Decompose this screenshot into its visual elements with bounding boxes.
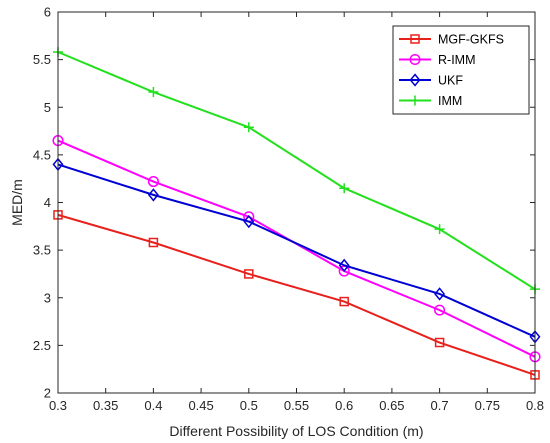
x-tick-label: 0.6 bbox=[335, 398, 353, 413]
data-point bbox=[434, 224, 445, 235]
x-tick-label: 0.7 bbox=[431, 398, 449, 413]
x-tick-label: 0.45 bbox=[188, 398, 213, 413]
x-tick-label: 0.65 bbox=[379, 398, 404, 413]
x-tick-label: 0.4 bbox=[144, 398, 162, 413]
y-tick-label: 5 bbox=[44, 100, 51, 115]
legend-marker bbox=[409, 73, 421, 87]
x-tick-label: 0.5 bbox=[240, 398, 258, 413]
series-ukf bbox=[52, 157, 541, 344]
data-point bbox=[339, 296, 349, 307]
legend-marker bbox=[410, 34, 420, 44]
data-point bbox=[338, 258, 350, 273]
plot-area bbox=[52, 47, 541, 380]
axes: 0.3 0.35 0.4 0.45 0.5 0.55 0.6 0.65 0.7 0.75 0.8 2 2… bbox=[33, 5, 544, 414]
data-point bbox=[434, 337, 445, 348]
y-tick-label: 6 bbox=[44, 5, 51, 20]
y-tick-label: 2 bbox=[44, 386, 51, 401]
data-point bbox=[244, 269, 254, 279]
data-point bbox=[243, 214, 255, 229]
x-tick-label: 0.35 bbox=[93, 398, 118, 413]
data-point bbox=[148, 237, 159, 248]
data-point bbox=[147, 188, 159, 202]
data-point bbox=[434, 287, 446, 301]
y-tick-label: 3 bbox=[44, 290, 51, 305]
legend-label: IMM bbox=[438, 94, 462, 108]
x-tick-label: 0.75 bbox=[475, 398, 500, 413]
y-tick-label: 3.5 bbox=[33, 243, 51, 258]
series-line bbox=[57, 213, 536, 376]
data-point bbox=[339, 183, 350, 194]
x-tick-label: 0.3 bbox=[49, 398, 67, 413]
legend-marker bbox=[409, 53, 421, 66]
legend-marker bbox=[410, 95, 420, 106]
data-point bbox=[434, 304, 446, 316]
data-point bbox=[243, 122, 254, 133]
legend-entry: R-IMM bbox=[399, 53, 476, 67]
x-axis-label: Different Possibility of LOS Condition (… bbox=[169, 423, 423, 439]
y-tick-label: 4.5 bbox=[33, 147, 51, 162]
data-point bbox=[147, 175, 159, 188]
data-point bbox=[148, 87, 159, 98]
series-line bbox=[57, 163, 536, 338]
legend-entry: UKF bbox=[399, 73, 463, 88]
y-tick-label: 2.5 bbox=[33, 338, 51, 353]
legend-entry: IMM bbox=[399, 94, 462, 108]
legend: MGF-GKFS R-IMM UKF IMM bbox=[392, 25, 530, 115]
legend-label: UKF bbox=[438, 74, 463, 88]
legend-label: R-IMM bbox=[438, 53, 476, 67]
legend-entry: MGF-GKFS bbox=[399, 33, 504, 47]
y-axis-label: MED/m bbox=[9, 179, 25, 226]
series-line bbox=[57, 51, 536, 291]
y-tick-label: 4 bbox=[44, 195, 51, 210]
y-tick-label: 5.5 bbox=[33, 52, 51, 67]
legend-label: MGF-GKFS bbox=[438, 33, 504, 47]
x-tick-label: 0.55 bbox=[284, 398, 309, 413]
x-tick-label: 0.8 bbox=[526, 398, 544, 413]
